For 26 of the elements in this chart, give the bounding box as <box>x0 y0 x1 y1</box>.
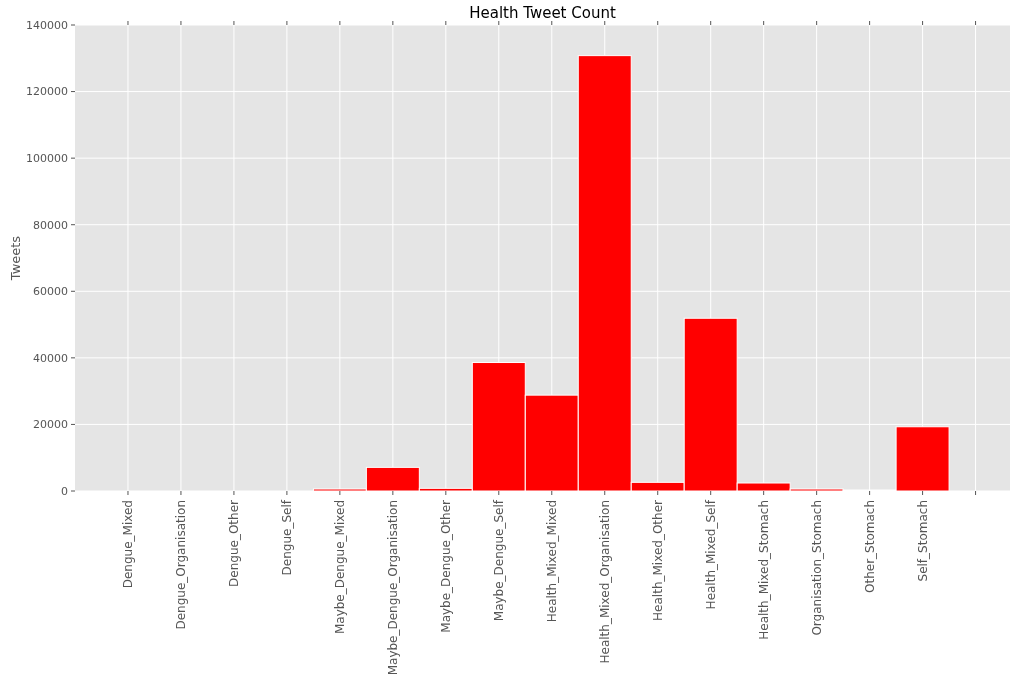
y-tick-label: 120000 <box>26 85 68 99</box>
y-tick-label: 0 <box>61 484 68 498</box>
chart-title: Health Tweet Count <box>469 4 616 22</box>
y-tick-label: 60000 <box>33 285 68 299</box>
x-tick-label: Organisation_Stomach <box>809 500 824 636</box>
y-tick-label: 100000 <box>26 151 68 165</box>
x-tick-label: Dengue_Self <box>280 499 295 576</box>
x-tick-label: Other_Stomach <box>862 500 877 593</box>
x-tick-label: Health_Mixed_Organisation <box>597 500 612 664</box>
y-tick-label: 80000 <box>33 218 68 232</box>
y-tick-label: 40000 <box>33 351 68 365</box>
y-tick-label: 20000 <box>33 418 68 432</box>
x-tick-label: Dengue_Organisation <box>174 500 189 630</box>
x-tick-label: Dengue_Mixed <box>121 500 136 589</box>
x-tick-label: Health_Mixed_Self <box>703 499 718 610</box>
x-tick-label: Maybe_Dengue_Mixed <box>333 500 348 635</box>
y-tick-label: 140000 <box>26 18 68 32</box>
x-tick-label: Maybe_Dengue_Other <box>439 499 454 633</box>
y-axis-title: Tweets <box>8 235 23 282</box>
x-tick-label: Health_Mixed_Stomach <box>756 500 771 640</box>
x-tick-label: Self_Stomach <box>915 500 930 582</box>
x-tick-label: Dengue_Other <box>227 499 242 587</box>
x-tick-label: Maybe_Dengue_Organisation <box>386 500 401 676</box>
x-tick-label: Maybe_Dengue_Self <box>492 499 506 622</box>
x-tick-label: Health_Mixed_Mixed <box>544 500 559 623</box>
x-tick-label: Health_Mixed_Other <box>650 499 665 621</box>
